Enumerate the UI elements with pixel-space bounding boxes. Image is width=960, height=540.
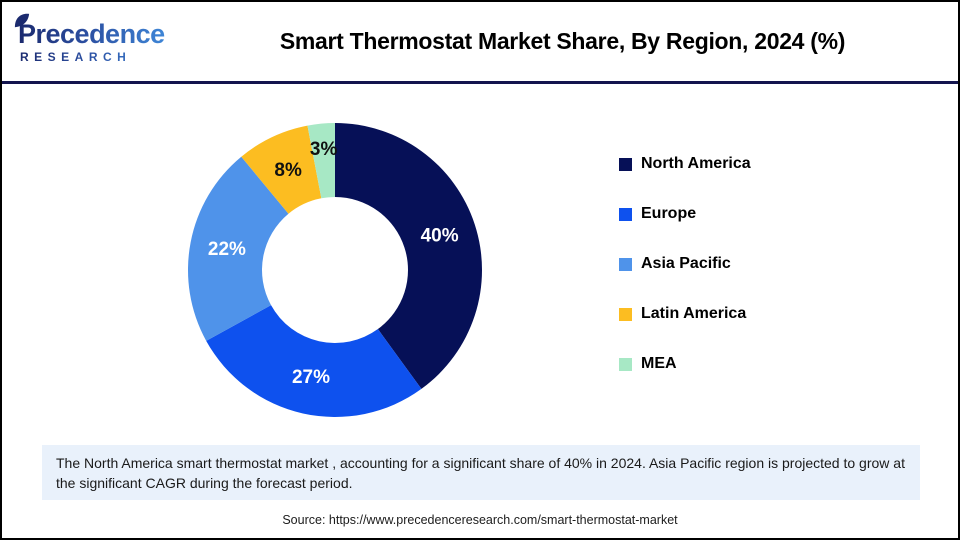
header: Precedence RESEARCH Smart Thermostat Mar… [2, 2, 958, 84]
legend-label: North America [641, 155, 751, 172]
precedence-logo: Precedence RESEARCH [2, 13, 167, 63]
logo-subtitle: RESEARCH [18, 51, 167, 63]
chart-title: Smart Thermostat Market Share, By Region… [279, 28, 846, 54]
logo-wordmark: Precedence [18, 20, 167, 48]
slice-label-europe: 27% [292, 367, 330, 388]
slice-label-mea: 3% [310, 139, 338, 160]
legend-swatch-icon [619, 207, 632, 221]
legend-swatch-icon [619, 307, 632, 321]
legend-item-north-america: North America [619, 139, 751, 189]
donut-slice-north-america [335, 123, 482, 389]
legend-label: Asia Pacific [641, 255, 731, 272]
legend-item-latin-america: Latin America [619, 289, 751, 339]
legend-label: MEA [641, 355, 677, 372]
donut-slice-latin-america [241, 125, 322, 214]
caption-box: The North America smart thermostat marke… [42, 445, 920, 500]
slice-label-asia-pacific: 22% [208, 239, 246, 260]
donut-slice-mea [307, 123, 335, 199]
logo-leaf-icon [14, 13, 30, 27]
legend-label: Latin America [641, 305, 747, 322]
caption-text: The North America smart thermostat marke… [56, 455, 905, 492]
legend-swatch-icon [619, 357, 632, 371]
slice-label-latin-america: 8% [274, 160, 302, 181]
donut-chart: 40% 27% 22% 8% 3% [188, 123, 482, 418]
slice-label-north-america: 40% [421, 226, 459, 247]
legend: North America Europe Asia Pacific Latin Ame… [619, 139, 751, 389]
legend-item-europe: Europe [619, 189, 751, 239]
legend-swatch-icon [619, 257, 632, 271]
legend-swatch-icon [619, 157, 632, 171]
legend-item-asia-pacific: Asia Pacific [619, 239, 751, 289]
donut-slice-europe [206, 305, 422, 418]
legend-item-mea: MEA [619, 339, 751, 389]
source-line: Source: https://www.precedenceresearch.c… [282, 513, 678, 527]
donut-slice-asia-pacific [188, 156, 289, 341]
legend-label: Europe [641, 205, 697, 222]
